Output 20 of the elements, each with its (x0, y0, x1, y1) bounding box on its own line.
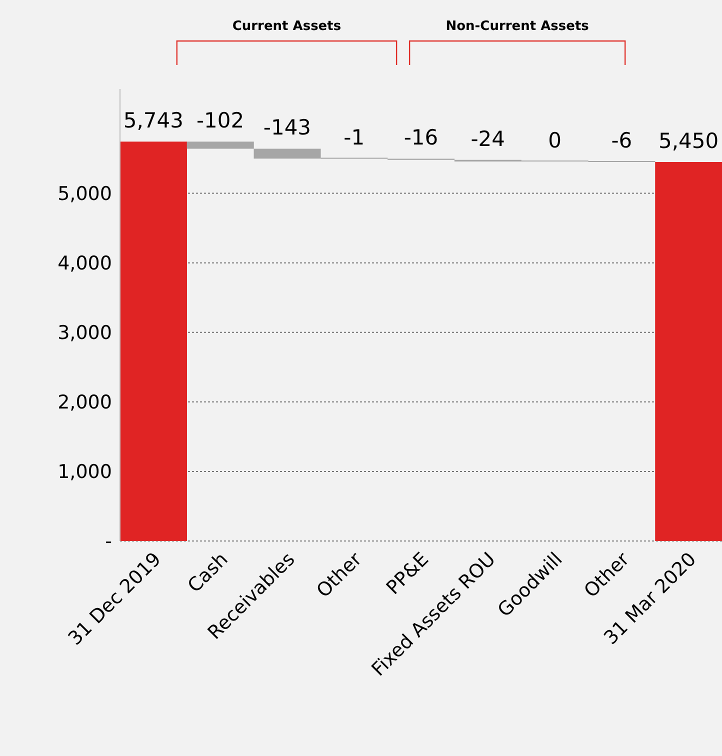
bar (120, 142, 187, 541)
y-tick-label: 4,000 (58, 252, 112, 275)
data-label: -24 (470, 126, 506, 151)
text: Non-Current Assets (446, 19, 590, 34)
data-label: 5,743 (123, 108, 184, 133)
data-label: 5,450 (658, 129, 719, 154)
y-tick-label: 2,000 (58, 392, 112, 414)
bar (655, 162, 722, 541)
y-tick-label: - (105, 530, 112, 553)
y-tick-label: 5,000 (58, 183, 112, 206)
bar (186, 142, 254, 149)
text: Current Assets (232, 19, 342, 34)
data-label: -143 (263, 116, 312, 140)
y-tick-label: 1,000 (58, 461, 112, 484)
y-tick-label: 3,000 (58, 322, 112, 344)
data-label: -102 (196, 108, 244, 133)
data-label: 0 (548, 128, 562, 153)
data-label: -6 (611, 128, 632, 153)
data-label: -1 (344, 126, 365, 150)
data-label: -16 (404, 126, 438, 150)
